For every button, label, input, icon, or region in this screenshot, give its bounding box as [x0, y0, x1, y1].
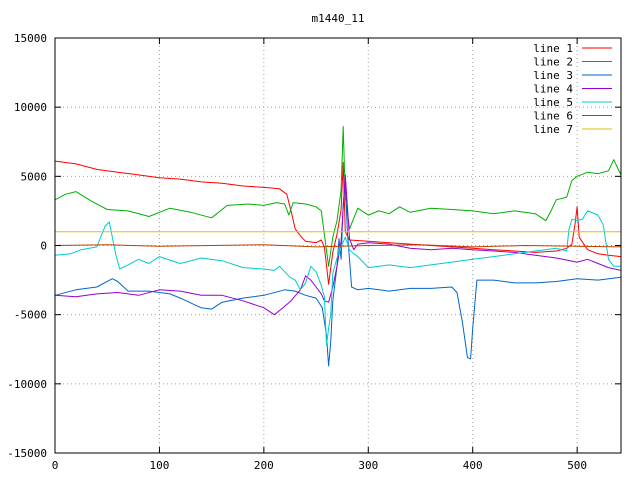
legend-label: line 3 — [533, 69, 573, 82]
series-line-5 — [54, 210, 621, 346]
legend-label: line 7 — [533, 123, 573, 136]
series-line-1 — [54, 160, 622, 285]
legend-label: line 2 — [533, 56, 573, 69]
y-tick-label: 15000 — [14, 32, 47, 45]
series-line-4 — [54, 174, 622, 316]
y-tick-label: -15000 — [7, 447, 47, 460]
y-tick-label: 0 — [40, 240, 47, 253]
series-group — [54, 126, 622, 367]
series-line-3 — [54, 182, 622, 367]
x-tick-label: 300 — [358, 459, 378, 472]
x-tick-label: 100 — [149, 459, 169, 472]
y-tick-label: 10000 — [14, 101, 47, 114]
y-tick-label: -5000 — [14, 309, 47, 322]
series-line-2 — [54, 126, 622, 267]
legend-label: line 6 — [533, 110, 573, 123]
x-tick-label: 400 — [463, 459, 483, 472]
legend-label: line 5 — [533, 96, 573, 109]
series-line-6 — [54, 244, 622, 248]
y-tick-label: -10000 — [7, 378, 47, 391]
x-tick-label: 500 — [567, 459, 587, 472]
legend-label: line 4 — [533, 83, 573, 96]
legend-label: line 1 — [533, 42, 573, 55]
chart-title: m1440_11 — [312, 12, 365, 25]
x-tick-label: 0 — [52, 459, 59, 472]
x-tick-label: 200 — [254, 459, 274, 472]
axis-ticks: 0 100 200 300 400 500 -15000 -10000 -5000 0 5000 10… — [7, 32, 621, 472]
y-tick-label: 5000 — [21, 170, 48, 183]
